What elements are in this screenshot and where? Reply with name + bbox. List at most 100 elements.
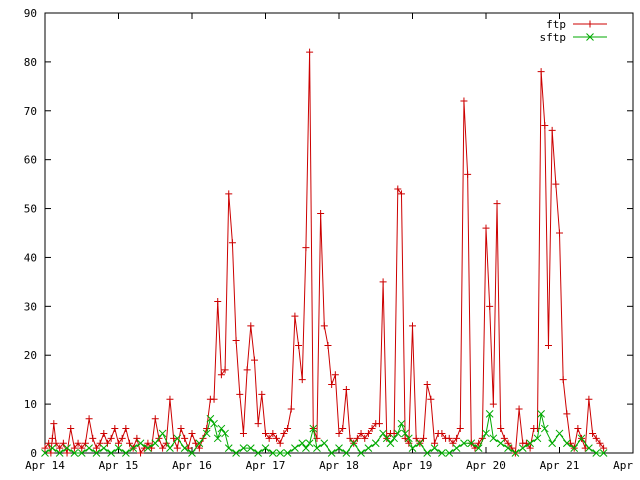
data-point <box>192 439 200 447</box>
data-point <box>265 434 273 442</box>
data-point <box>552 180 560 188</box>
data-point <box>379 278 387 286</box>
data-point <box>239 444 248 452</box>
data-point <box>537 68 545 76</box>
data-point <box>107 434 115 442</box>
data-point <box>485 410 494 418</box>
data-point <box>486 302 494 310</box>
data-point <box>317 209 325 217</box>
data-point <box>404 434 413 443</box>
data-point <box>188 429 196 437</box>
data-point <box>180 444 189 452</box>
axes <box>44 12 634 454</box>
data-point <box>586 20 594 28</box>
data-point <box>493 200 501 208</box>
data-point <box>474 444 483 452</box>
y-tick-label: 0 <box>30 447 37 460</box>
x-tick-label: Apr 15 <box>99 459 139 472</box>
y-tick-label: 80 <box>24 56 37 69</box>
data-point <box>262 429 269 437</box>
data-point <box>280 429 288 437</box>
data-point <box>533 434 542 443</box>
data-point <box>397 419 406 428</box>
data-point <box>452 444 461 452</box>
data-point <box>423 449 432 457</box>
data-point <box>221 429 229 438</box>
data-point <box>77 449 86 457</box>
data-point <box>283 449 292 457</box>
data-point <box>420 434 428 442</box>
data-point <box>467 439 476 448</box>
data-point <box>357 449 365 457</box>
data-point <box>246 444 255 452</box>
data-point <box>586 33 594 41</box>
data-point <box>48 444 57 452</box>
x-tick-label: Apr 22 <box>613 459 640 472</box>
data-point <box>48 434 56 442</box>
data-point <box>210 395 218 403</box>
data-point <box>339 425 347 433</box>
y-tick-label: 90 <box>24 7 37 20</box>
data-point <box>438 429 446 437</box>
data-point <box>412 434 420 442</box>
data-point <box>430 444 439 452</box>
x-tick-label: Apr 21 <box>540 459 580 472</box>
data-point <box>361 434 369 442</box>
data-point <box>273 434 281 442</box>
series-ftp <box>41 48 608 457</box>
data-point <box>589 429 597 437</box>
data-point <box>313 444 321 452</box>
data-point <box>210 419 218 428</box>
data-point <box>261 444 270 452</box>
data-point <box>115 439 122 447</box>
data-point <box>99 444 108 452</box>
data-point <box>158 429 167 438</box>
data-point <box>63 444 71 452</box>
x-tick-label: Apr 17 <box>246 459 286 472</box>
data-point <box>126 439 134 447</box>
data-point <box>224 444 233 452</box>
data-point <box>276 449 285 457</box>
data-point <box>302 244 310 252</box>
data-point <box>585 395 593 403</box>
data-point <box>103 439 111 447</box>
data-point <box>382 434 391 443</box>
x-tick-label: Apr 14 <box>25 459 65 472</box>
data-point <box>206 414 215 423</box>
data-point <box>217 371 225 379</box>
x-tick-label: Apr 18 <box>319 459 359 472</box>
data-point <box>74 439 82 447</box>
data-point <box>397 190 405 198</box>
data-point <box>504 444 512 452</box>
data-point <box>232 337 240 345</box>
data-point <box>489 400 497 408</box>
data-point <box>166 395 174 403</box>
data-point <box>144 439 152 447</box>
data-point <box>324 341 332 349</box>
data-point <box>96 439 104 447</box>
y-tick-label: 10 <box>24 398 37 411</box>
data-point <box>173 444 181 452</box>
data-point <box>335 429 343 437</box>
data-point <box>342 449 351 457</box>
data-point <box>305 439 314 448</box>
data-point <box>600 444 608 452</box>
y-tick-label: 50 <box>24 203 37 216</box>
data-point <box>482 224 490 232</box>
data-point <box>170 434 178 442</box>
data-point <box>541 121 549 129</box>
series-lines <box>41 48 608 457</box>
data-point <box>349 439 358 448</box>
data-point <box>423 381 431 389</box>
data-point <box>302 444 310 452</box>
data-point <box>52 439 60 447</box>
data-point <box>445 434 453 442</box>
data-point <box>121 449 130 457</box>
data-point <box>460 97 468 105</box>
data-point <box>100 429 108 437</box>
data-point <box>563 410 571 418</box>
data-point <box>570 444 579 452</box>
data-point <box>533 425 541 433</box>
y-tick-label: 20 <box>24 349 37 362</box>
